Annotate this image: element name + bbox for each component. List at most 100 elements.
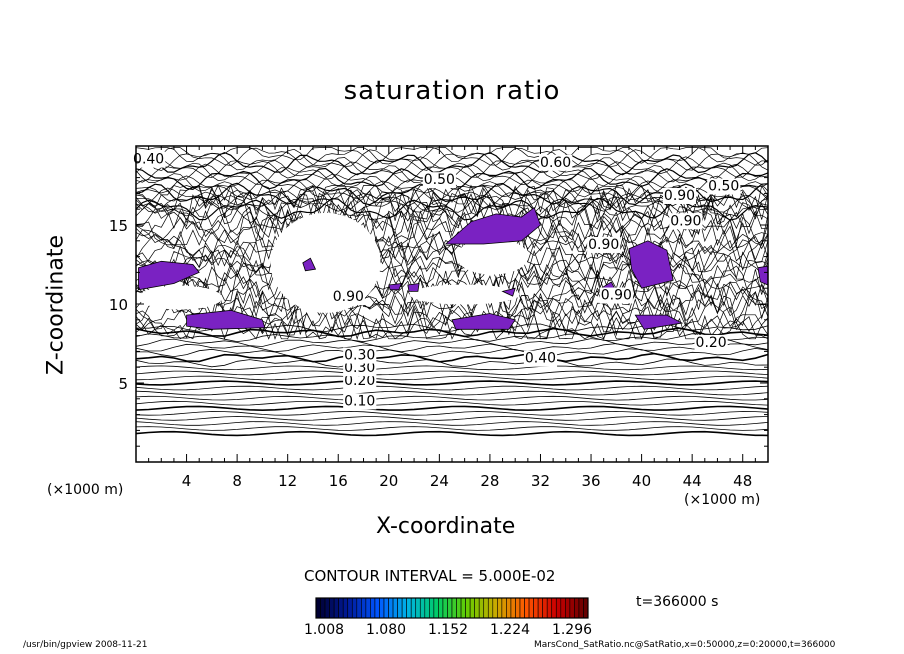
colorbar-cell (456, 597, 462, 619)
contour-line (135, 410, 769, 416)
colorbar-cell (524, 597, 530, 619)
colorbar-cell (388, 597, 394, 619)
colorbar-cell (537, 597, 543, 619)
footer-left: /usr/bin/gpview 2008-11-21 (23, 640, 148, 650)
chart-title: saturation ratio (343, 76, 561, 106)
colorbar-cell (501, 597, 507, 619)
contour-line (135, 400, 769, 406)
colorbar-cell (478, 597, 485, 619)
colorbar-cell (451, 597, 457, 619)
contour-line (135, 206, 769, 241)
colorbar-tick-label: 1.296 (551, 622, 593, 638)
contour-line (135, 147, 769, 168)
contour-label: 0.50 (708, 179, 739, 195)
colorbar-cell (365, 597, 371, 619)
colorbar-cell (424, 597, 430, 619)
contour-line (135, 430, 769, 437)
supersaturated-region (186, 309, 266, 330)
colorbar-cell (419, 597, 426, 619)
supersaturated-region (501, 287, 516, 297)
y-tick-label: 5 (118, 375, 128, 393)
contour-line (135, 287, 769, 321)
contour-label: 0.20 (696, 335, 727, 351)
contour-label: 0.10 (344, 393, 375, 409)
contour-line (135, 358, 769, 368)
colorbar-cell (342, 597, 349, 619)
contour-line (135, 184, 769, 217)
colorbar-tick-label: 1.008 (303, 622, 345, 638)
x-tick-label: 20 (379, 472, 398, 490)
colorbar-cell (510, 597, 516, 619)
contour-label-bg (343, 360, 377, 377)
x-tick-label: 12 (278, 472, 297, 490)
contour-line (135, 297, 769, 331)
supersaturated-region (407, 283, 420, 292)
supersaturated-region (451, 313, 516, 330)
colorbar-cell (338, 597, 344, 619)
supersaturated-region (628, 240, 674, 289)
dry-region (456, 238, 529, 275)
contour-label-bg (587, 236, 621, 253)
colorbar-cell (465, 597, 471, 619)
colorbar-cell (356, 597, 362, 619)
colorbar-cell (442, 597, 448, 619)
colorbar-frame (315, 597, 589, 619)
colorbar-cell (392, 597, 398, 619)
colorbar-cell (574, 597, 580, 619)
colorbar-cell (347, 597, 353, 619)
colorbar-tick-label: 1.080 (365, 622, 407, 638)
supersaturated-regions (138, 206, 769, 330)
colorbar-cell (410, 597, 417, 619)
colorbar-cell (438, 597, 444, 619)
x-tick-label: 16 (329, 472, 348, 490)
colorbar-cell (515, 597, 521, 619)
x-tick-label: 40 (632, 472, 651, 490)
colorbar-cell (483, 597, 489, 619)
contour-line (135, 147, 769, 164)
x-tick-label: 48 (733, 472, 752, 490)
x-tick-label: 36 (581, 472, 600, 490)
colorbar-cell (565, 597, 571, 619)
y-tick-label: 10 (109, 296, 128, 314)
colorbar-cell (374, 597, 380, 619)
colorbar-cell (379, 597, 385, 619)
contour-label-bg (343, 347, 377, 364)
contour-label: 0.90 (664, 188, 695, 204)
colorbar-cell (542, 597, 548, 619)
colorbar-cell (506, 597, 512, 619)
contour-label-bg (523, 350, 558, 367)
contour-label: 0.50 (424, 172, 455, 188)
x-tick-label: 44 (683, 472, 702, 490)
x-unit-left: (×1000 m) (47, 482, 124, 498)
x-axis-label: X-coordinate (376, 514, 516, 539)
contour-interval-label: CONTOUR INTERVAL = 5.000E-02 (304, 567, 556, 585)
y-axis-ticks: 5 10 15 (109, 161, 768, 447)
supersaturated-region (634, 314, 684, 330)
contour-line (135, 405, 769, 412)
y-axis-label: Z-coordinate (43, 235, 69, 375)
colorbar-cell (320, 597, 326, 619)
colorbar-cell (429, 597, 435, 619)
contour-line (135, 421, 769, 426)
colorbar-cell (370, 597, 376, 619)
contour-label-bg (132, 151, 166, 168)
contour-line (135, 365, 769, 371)
colorbar-cell (315, 597, 321, 619)
contour-label: 0.90 (333, 289, 364, 305)
colorbar-cell (528, 597, 534, 619)
contour-line (135, 395, 769, 401)
contour-label: 0.90 (670, 213, 701, 229)
colorbar-tick-label: 1.224 (489, 622, 531, 638)
x-tick-label: 32 (531, 472, 550, 490)
y-tick-label: 15 (109, 217, 128, 235)
colorbar-cell (555, 597, 562, 619)
contour-label: 0.40 (133, 152, 164, 168)
contour-line (135, 280, 769, 317)
colorbar-cell (415, 597, 421, 619)
colorbar-tick-label: 1.152 (427, 622, 469, 638)
contour-line (135, 385, 769, 391)
colorbar-cell (406, 597, 412, 619)
contour-line (135, 167, 769, 191)
contour-label-bg (707, 178, 741, 195)
